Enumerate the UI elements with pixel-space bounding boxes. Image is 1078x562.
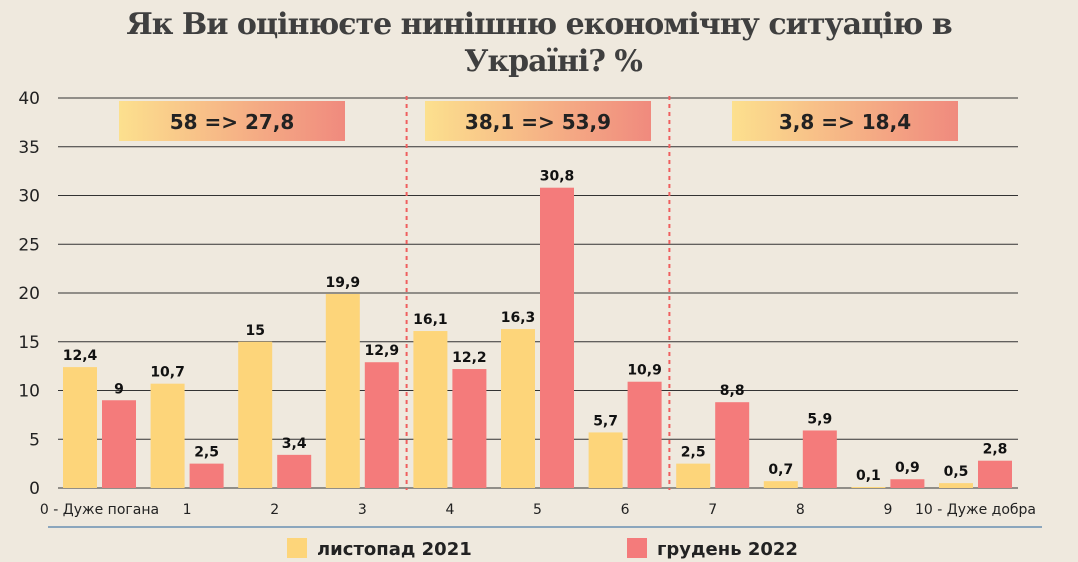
y-tick-label: 30	[18, 187, 40, 207]
group-summary-text: 3,8 => 18,4	[779, 110, 911, 134]
bar	[325, 293, 360, 488]
x-tick-label: 8	[796, 502, 805, 518]
bar-value-label: 5,7	[593, 413, 618, 429]
bar	[63, 367, 97, 488]
bar	[763, 481, 798, 488]
x-tick-label: 1	[183, 502, 192, 518]
bar-value-label: 19,9	[326, 275, 361, 291]
bar-value-label: 10,7	[150, 365, 185, 381]
y-tick-label: 0	[29, 479, 40, 499]
bar-value-label: 3,4	[282, 436, 307, 452]
bar-value-label: 5,9	[807, 411, 832, 427]
group-summary-box	[732, 101, 958, 141]
bar	[627, 381, 662, 488]
chart-title-line-2: Україні? %	[464, 44, 643, 79]
y-tick-label: 35	[18, 138, 40, 158]
bar	[978, 460, 1012, 488]
bar	[715, 402, 750, 488]
x-tick-label: 3	[358, 502, 367, 518]
x-tick-label: 9	[883, 502, 892, 518]
legend-label: грудень 2022	[657, 539, 798, 560]
bar	[150, 383, 185, 488]
bar	[890, 479, 925, 488]
bar-value-label: 0,9	[895, 460, 920, 476]
bar-value-label: 12,4	[63, 348, 98, 364]
bar	[676, 463, 711, 488]
bar	[364, 362, 399, 488]
y-tick-label: 20	[18, 284, 40, 304]
bar-value-label: 8,8	[720, 383, 745, 399]
group-summary-text: 58 => 27,8	[170, 110, 295, 134]
bar	[588, 432, 623, 488]
group-summary-box	[119, 101, 345, 141]
bar	[540, 187, 574, 488]
bar	[277, 454, 312, 488]
bar	[802, 430, 837, 488]
bar	[501, 329, 535, 488]
bar-value-label: 0,7	[768, 462, 793, 478]
bar-value-label: 2,5	[681, 445, 706, 461]
group-summary-text: 38,1 => 53,9	[465, 110, 611, 134]
bar	[238, 341, 273, 488]
bar-value-label: 15	[245, 323, 264, 339]
bar-value-label: 0,5	[944, 464, 969, 480]
y-tick-label: 25	[18, 235, 40, 255]
bar	[413, 331, 448, 488]
bar	[851, 487, 886, 488]
bar	[102, 400, 136, 488]
bar	[452, 369, 487, 488]
x-tick-label: 2	[270, 502, 279, 518]
bar-value-label: 0,1	[856, 468, 881, 484]
x-tick-label: 0 - Дуже погана	[40, 502, 159, 518]
x-tick-label: 7	[708, 502, 717, 518]
group-summary-box	[425, 101, 651, 141]
x-tick-label: 10 - Дуже добра	[915, 502, 1036, 518]
bar-value-label: 16,1	[413, 312, 448, 328]
x-tick-label: 4	[445, 502, 454, 518]
y-tick-label: 5	[29, 430, 40, 450]
y-tick-label: 15	[18, 333, 40, 353]
bar-value-label: 2,8	[983, 442, 1008, 458]
bar	[189, 463, 224, 488]
chart-title: Як Ви оцінюєте нинішню економічну ситуац…	[0, 6, 1078, 80]
bar-value-label: 16,3	[501, 310, 536, 326]
legend-swatch	[627, 538, 647, 558]
bar-value-label: 12,2	[452, 350, 487, 366]
bar-value-label: 10,9	[627, 363, 662, 379]
legend-swatch	[287, 538, 307, 558]
bar	[939, 483, 973, 488]
bar-value-label: 30,8	[540, 169, 575, 185]
y-tick-label: 10	[18, 382, 40, 402]
bar-value-label: 2,5	[194, 445, 219, 461]
x-tick-label: 6	[621, 502, 630, 518]
legend-label: листопад 2021	[317, 539, 472, 560]
y-tick-label: 40	[18, 89, 40, 109]
bar-value-label: 9	[114, 381, 124, 397]
bar-value-label: 12,9	[365, 343, 400, 359]
chart-title-line-1: Як Ви оцінюєте нинішню економічну ситуац…	[126, 7, 952, 42]
x-tick-label: 5	[533, 502, 542, 518]
